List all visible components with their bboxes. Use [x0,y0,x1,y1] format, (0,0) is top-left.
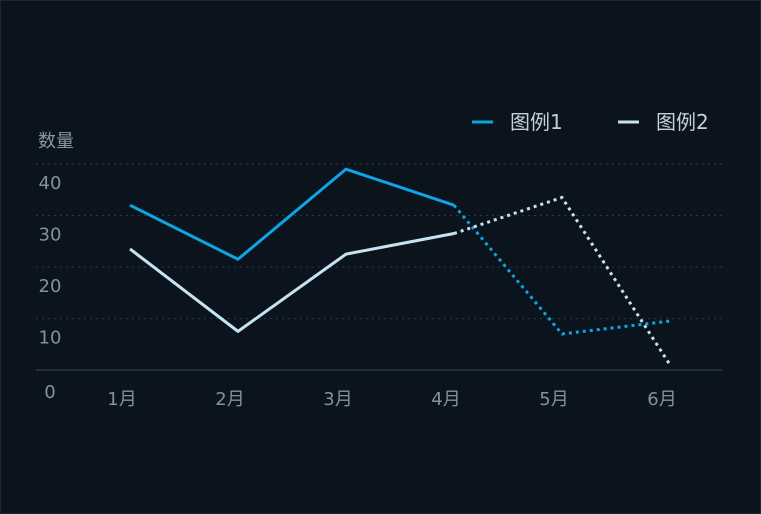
series-2-line [129,232,455,333]
series-2-forecast-line [453,195,672,366]
x-tick-label: 1月 [107,389,136,410]
y-axis-label: 数量 [38,131,74,152]
grid-lines [36,163,722,371]
legend: 图例1 图例2 [472,110,709,134]
y-tick-label: 0 [44,382,55,403]
x-axis: 1月 2月 3月 4月 5月 6月 [107,389,676,410]
y-tick-label: 10 [39,328,62,349]
y-tick-label: 40 [39,173,62,194]
x-tick-label: 5月 [539,389,568,410]
x-tick-label: 2月 [215,389,244,410]
series-layer [129,167,672,366]
x-tick-label: 6月 [647,389,676,410]
series-1-line [129,167,455,261]
x-tick-label: 4月 [431,389,460,410]
series-1-forecast-line [452,204,671,336]
y-tick-label: 30 [39,225,62,246]
y-tick-label: 20 [39,276,62,297]
y-axis: 数量 0 10 20 30 40 [38,131,74,403]
legend-label-2: 图例2 [656,110,709,134]
legend-label-1: 图例1 [510,110,563,134]
x-tick-label: 3月 [323,389,352,410]
